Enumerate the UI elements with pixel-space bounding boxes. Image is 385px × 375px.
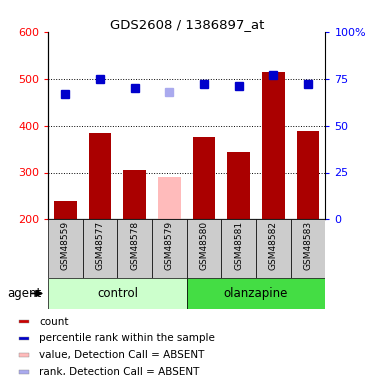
Bar [297, 131, 319, 219]
Text: GSM48581: GSM48581 [234, 221, 243, 270]
Text: count: count [39, 316, 69, 327]
Bar [262, 72, 285, 219]
Text: GSM48559: GSM48559 [61, 221, 70, 270]
Bar [89, 133, 111, 219]
Bar [19, 320, 29, 323]
Text: GSM48579: GSM48579 [165, 221, 174, 270]
Bar [19, 354, 29, 357]
Bar [158, 177, 181, 219]
Bar [187, 278, 325, 309]
Text: GSM48582: GSM48582 [269, 221, 278, 270]
Bar [228, 152, 250, 219]
Bar [83, 219, 117, 278]
Bar [291, 219, 325, 278]
Bar [221, 219, 256, 278]
Text: GSM48578: GSM48578 [130, 221, 139, 270]
Bar [48, 278, 187, 309]
Bar [187, 219, 221, 278]
Text: GSM48583: GSM48583 [303, 221, 313, 270]
Bar [117, 219, 152, 278]
Text: GSM48577: GSM48577 [95, 221, 105, 270]
Bar [19, 337, 29, 340]
Text: olanzapine: olanzapine [224, 287, 288, 300]
Title: GDS2608 / 1386897_at: GDS2608 / 1386897_at [110, 18, 264, 31]
Text: control: control [97, 287, 138, 300]
Bar [19, 370, 29, 374]
Text: agent: agent [8, 287, 42, 300]
Bar [256, 219, 291, 278]
Bar [193, 137, 215, 219]
Bar [124, 170, 146, 219]
Bar [48, 219, 83, 278]
Text: rank, Detection Call = ABSENT: rank, Detection Call = ABSENT [39, 367, 199, 375]
Text: GSM48580: GSM48580 [199, 221, 209, 270]
Text: percentile rank within the sample: percentile rank within the sample [39, 333, 215, 344]
Bar [152, 219, 187, 278]
Bar [54, 201, 77, 219]
Text: value, Detection Call = ABSENT: value, Detection Call = ABSENT [39, 350, 204, 360]
